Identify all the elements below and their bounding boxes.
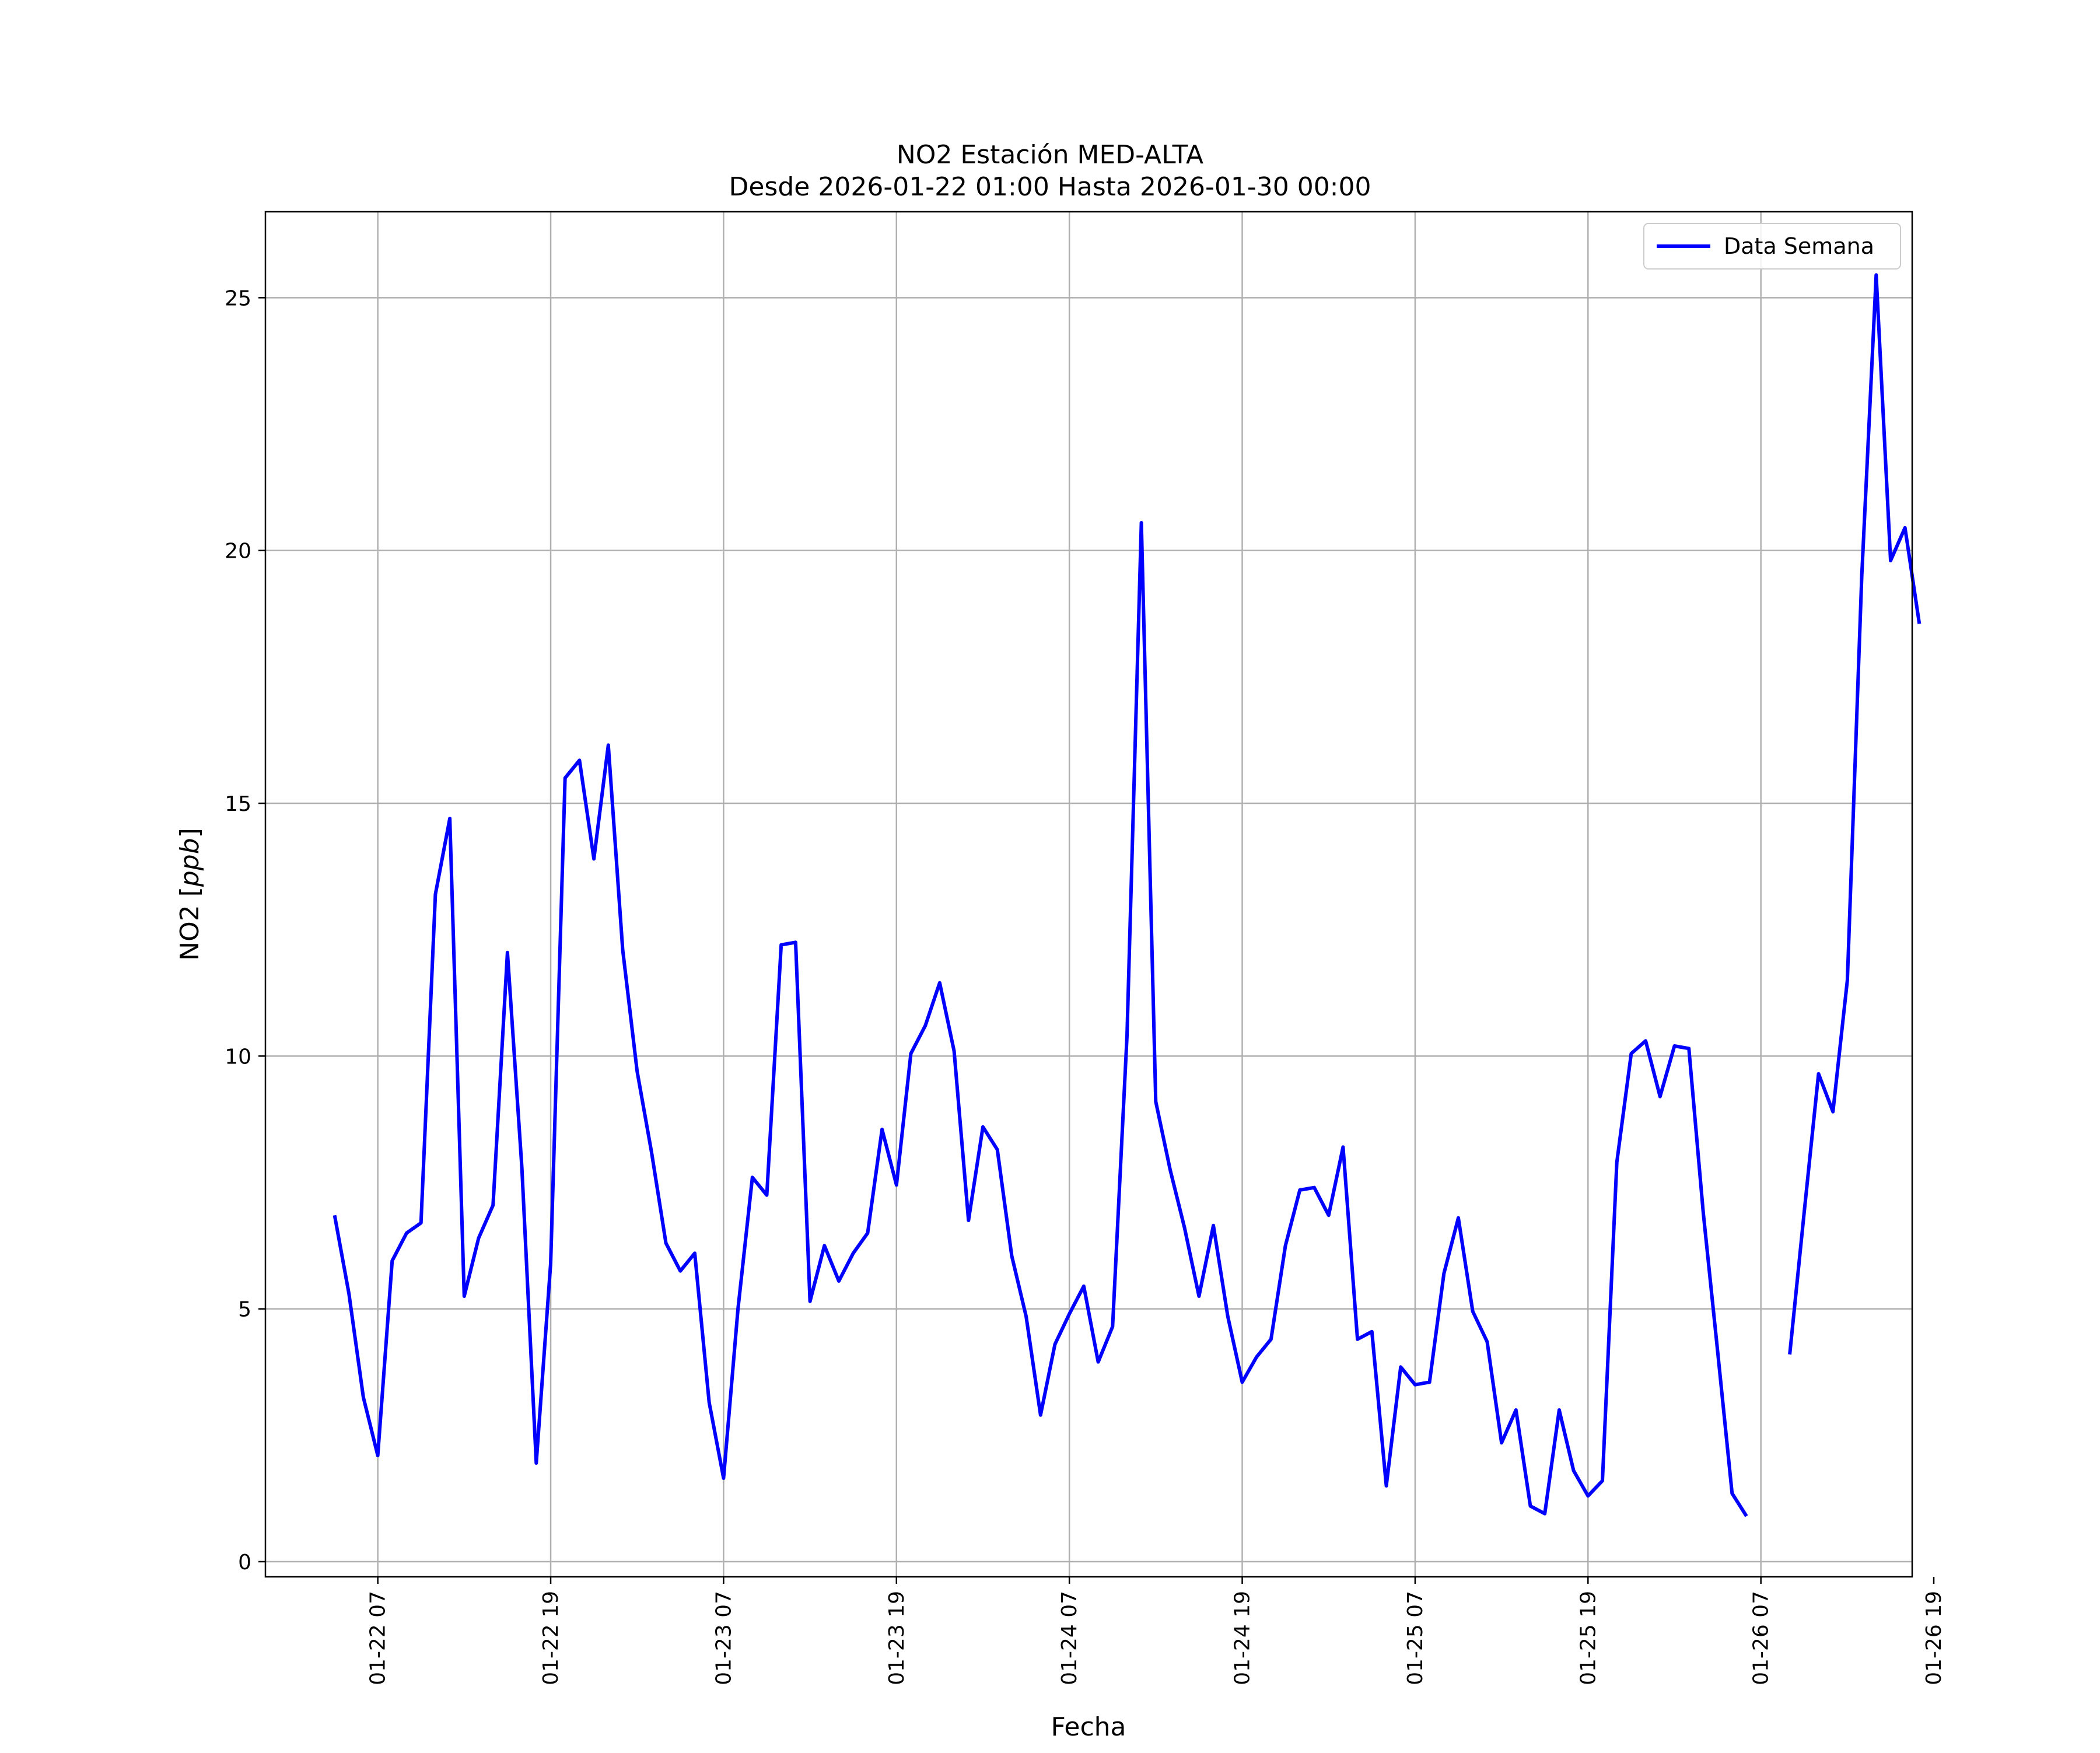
y-tick-label: 5	[238, 1298, 251, 1322]
x-tick-label: 01-25 07	[1404, 1591, 1427, 1685]
x-tick-label: 01-26 07	[1749, 1591, 1773, 1685]
y-tick-label: 25	[225, 286, 251, 310]
y-tick-label: 20	[225, 540, 251, 564]
x-tick-label: 01-23 07	[712, 1591, 736, 1685]
tick-marks: 0 5 10 15 20 25 01-22 07 01-22 19 01-23 07 01-23 …	[225, 286, 1946, 1685]
legend-box	[1643, 223, 1901, 270]
plot-frame	[264, 211, 1913, 1578]
chart-title: NO2 Estación MED-ALTA	[897, 140, 1203, 170]
x-tick-label: 01-22 19	[539, 1591, 563, 1685]
series-layer	[332, 273, 1922, 1517]
x-tick-label: 01-24 19	[1231, 1591, 1255, 1685]
y-tick-label: 0	[238, 1551, 251, 1574]
legend-label: Data Semana	[1724, 233, 1874, 259]
x-tick-label: 01-22 07	[366, 1591, 390, 1685]
x-tick-label: 01-26 19	[1922, 1591, 1946, 1685]
series-line-segment	[1788, 273, 1922, 1355]
grid-lines	[265, 212, 1912, 1577]
y-axis-label: NO2 [ppb]	[175, 828, 205, 961]
x-axis-label: Fecha	[1051, 1712, 1126, 1742]
y-axis-label-suffix: ]	[175, 828, 205, 838]
y-axis-label-prefix: NO2 [	[175, 887, 205, 961]
y-tick-label: 15	[225, 792, 251, 816]
y-axis-label-unit: ppb	[175, 838, 205, 887]
legend: Data Semana	[1643, 223, 1901, 270]
y-tick-label: 10	[225, 1045, 251, 1069]
x-tick-label: 01-23 19	[885, 1591, 909, 1685]
x-tick-label: 01-25 19	[1576, 1591, 1600, 1685]
x-tick-label: 01-24 07	[1058, 1591, 1082, 1685]
chart-subtitle: Desde 2026-01-22 01:00 Hasta 2026-01-30 …	[729, 172, 1371, 202]
series-line-segment	[332, 521, 1748, 1517]
